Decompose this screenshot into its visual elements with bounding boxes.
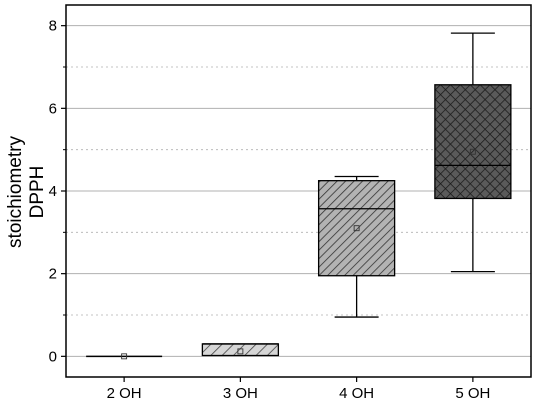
x-tick-label: 2 OH [107, 385, 142, 402]
plot-frame [65, 4, 532, 378]
boxes-layer [86, 32, 512, 360]
y-tick-label: 0 [49, 348, 57, 365]
y-tick-label: 4 [49, 183, 57, 200]
box-5-oh [434, 32, 512, 273]
box-4-oh [317, 175, 396, 318]
x-tick-label: 3 OH [223, 385, 258, 402]
box-2-oh [86, 353, 163, 360]
y-tick-label: 2 [49, 266, 57, 283]
mean-marker [353, 225, 360, 232]
y-axis-title-line-1: stoichiometry [5, 136, 26, 248]
box-3-oh [201, 343, 280, 357]
y-axis-title-line-2: DPPH [27, 166, 48, 219]
mean-marker [469, 148, 476, 155]
x-tick-label: 5 OH [455, 385, 490, 402]
y-tick-label: 6 [49, 100, 57, 117]
box-body [434, 84, 512, 200]
mean-marker [237, 348, 244, 355]
mean-marker [121, 353, 128, 360]
axis-ticks: 0 2 4 6 8 2 OH 3 OH 4 OH 5 OH [49, 18, 491, 402]
box-body [317, 180, 396, 277]
x-tick-label: 4 OH [339, 385, 374, 402]
y-tick-label: 8 [49, 18, 57, 35]
